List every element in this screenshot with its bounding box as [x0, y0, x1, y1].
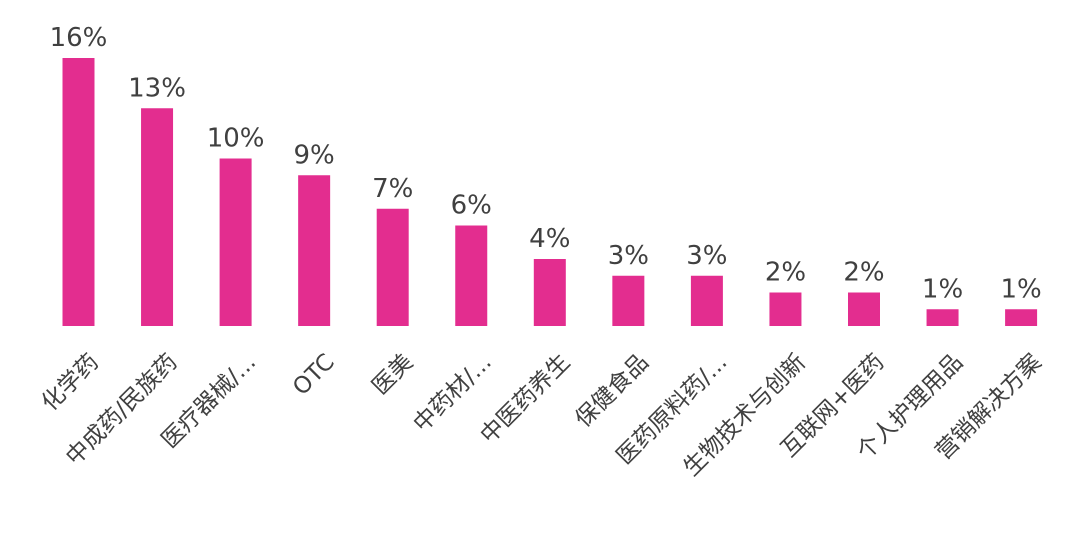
bar — [376, 208, 409, 326]
bar — [690, 275, 723, 326]
value-label: 16% — [50, 23, 108, 53]
bar — [219, 158, 252, 326]
x-tick-label: 医美 — [367, 349, 418, 400]
bar — [298, 175, 331, 326]
value-label: 3% — [608, 241, 649, 271]
bar — [141, 108, 174, 326]
bar — [533, 259, 566, 326]
value-label: 13% — [128, 73, 186, 103]
bar — [848, 292, 880, 326]
value-label: 1% — [1000, 274, 1041, 304]
bar — [926, 309, 959, 326]
value-label: 7% — [372, 174, 413, 204]
value-label: 1% — [922, 274, 963, 304]
value-label: 2% — [765, 258, 806, 288]
value-label: 4% — [529, 224, 570, 254]
value-label: 10% — [207, 124, 265, 154]
bar — [455, 225, 488, 326]
bar — [62, 58, 95, 326]
value-label: 2% — [843, 258, 884, 288]
value-label: 6% — [451, 191, 492, 221]
value-label: 3% — [686, 241, 727, 271]
x-tick-label: OTC — [288, 349, 340, 401]
value-label: 9% — [294, 140, 335, 170]
x-tick-label: 保健食品 — [570, 349, 653, 432]
bar — [769, 292, 802, 326]
bar — [612, 275, 645, 326]
bar — [1005, 309, 1038, 326]
x-tick-label: 化学药 — [37, 349, 104, 416]
